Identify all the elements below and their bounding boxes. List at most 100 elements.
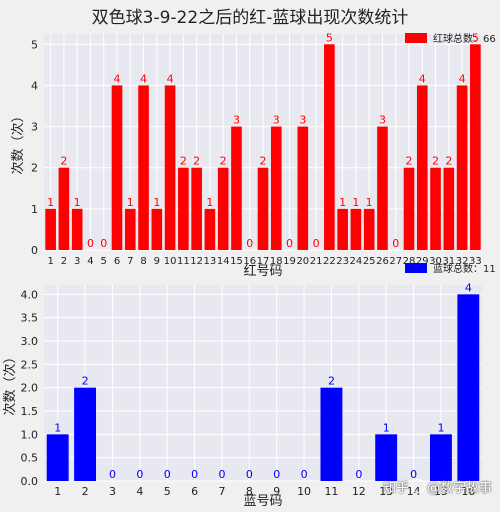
x-tick-label: 17 [257, 256, 270, 267]
x-tick-label: 29 [416, 256, 429, 267]
x-tick-label: 3 [109, 485, 116, 498]
x-tick-label: 4 [87, 256, 93, 267]
x-tick-label: 15 [434, 485, 448, 498]
bar [320, 387, 343, 481]
data-label: 5 [472, 31, 479, 44]
y-tick-label: 3 [31, 121, 38, 134]
x-tick-label: 32 [456, 256, 469, 267]
x-tick-label: 12 [352, 485, 366, 498]
camera-icon [410, 479, 425, 493]
x-tick-label: 10 [164, 256, 177, 267]
bar [363, 208, 375, 250]
y-axis-label: 次数（次） [2, 350, 18, 415]
bar [443, 167, 455, 250]
watermark-handle: @数字故事 [426, 481, 492, 496]
x-tick-label: 24 [350, 256, 363, 267]
data-label: 0 [87, 237, 94, 250]
bar [297, 126, 309, 250]
data-label: 3 [379, 114, 386, 127]
x-tick-label: 16 [243, 256, 256, 267]
x-tick-label: 7 [218, 485, 225, 498]
data-label: 0 [109, 468, 116, 481]
data-label: 0 [392, 237, 399, 250]
x-tick-label: 10 [297, 485, 311, 498]
data-label: 2 [432, 155, 439, 168]
data-label: 0 [355, 468, 362, 481]
data-label: 3 [233, 114, 240, 127]
bar [46, 434, 69, 481]
x-tick-label: 21 [310, 256, 323, 267]
bar [204, 208, 216, 250]
bar [124, 208, 136, 250]
x-tick-label: 9 [273, 485, 280, 498]
bar [71, 208, 83, 250]
data-label: 0 [313, 237, 320, 250]
bar [375, 434, 398, 481]
legend-swatch [405, 263, 427, 273]
bar [403, 167, 415, 250]
plot-area [44, 285, 482, 481]
data-label: 1 [153, 196, 160, 209]
watermark: 知乎 @数字故事 [383, 477, 492, 496]
data-label: 0 [218, 468, 225, 481]
data-label: 2 [220, 155, 227, 168]
bar [470, 44, 481, 251]
data-label: 0 [246, 237, 253, 250]
y-axis-label: 次数（次） [10, 109, 26, 174]
data-label: 0 [301, 468, 308, 481]
x-tick-label: 25 [363, 256, 376, 267]
data-label: 3 [299, 114, 306, 127]
x-tick-label: 1 [47, 256, 53, 267]
data-label: 4 [459, 72, 466, 85]
y-tick-label: 3.5 [21, 312, 39, 325]
x-tick-label: 22 [323, 256, 336, 267]
data-label: 4 [465, 281, 472, 294]
x-axis-label: 蓝号码 [243, 494, 282, 509]
x-axis-label: 红号码 [243, 263, 282, 279]
bar [151, 208, 163, 250]
x-tick-label: 18 [270, 256, 283, 267]
data-label: 1 [206, 196, 213, 209]
data-label: 0 [410, 468, 417, 481]
bar [257, 167, 269, 250]
y-tick-label: 2 [31, 162, 38, 175]
x-tick-label: 11 [324, 485, 338, 498]
x-tick-label: 2 [61, 256, 67, 267]
bar [457, 294, 480, 481]
y-tick-label: 2.0 [21, 382, 39, 395]
x-tick-label: 6 [114, 256, 120, 267]
bar [430, 167, 441, 250]
data-label: 3 [273, 114, 280, 127]
x-tick-label: 8 [246, 485, 253, 498]
x-tick-label: 26 [376, 256, 389, 267]
watermark-prefix: 知乎 [382, 481, 409, 496]
bar [111, 85, 123, 250]
data-label: 0 [273, 468, 280, 481]
bar [45, 208, 56, 250]
bar [231, 126, 242, 250]
y-tick-label: 0.0 [21, 475, 39, 488]
bar [429, 434, 452, 481]
data-label: 0 [136, 468, 143, 481]
y-tick-label: 1.0 [21, 428, 39, 441]
x-tick-label: 15 [230, 256, 243, 267]
data-label: 2 [260, 155, 267, 168]
bar [416, 85, 428, 250]
x-tick-label: 33 [469, 256, 482, 267]
data-label: 1 [54, 421, 61, 434]
bar [138, 85, 149, 250]
bar [350, 208, 362, 250]
bar [337, 208, 348, 250]
x-tick-label: 12 [190, 256, 203, 267]
x-tick-label: 4 [136, 485, 143, 498]
data-label: 1 [366, 196, 373, 209]
data-label: 0 [164, 468, 171, 481]
data-label: 0 [286, 237, 293, 250]
data-label: 4 [114, 72, 121, 85]
data-label: 2 [180, 155, 187, 168]
data-label: 1 [339, 196, 346, 209]
data-label: 1 [383, 421, 390, 434]
x-tick-label: 13 [379, 485, 393, 498]
data-label: 1 [437, 421, 444, 434]
x-tick-label: 27 [389, 256, 402, 267]
